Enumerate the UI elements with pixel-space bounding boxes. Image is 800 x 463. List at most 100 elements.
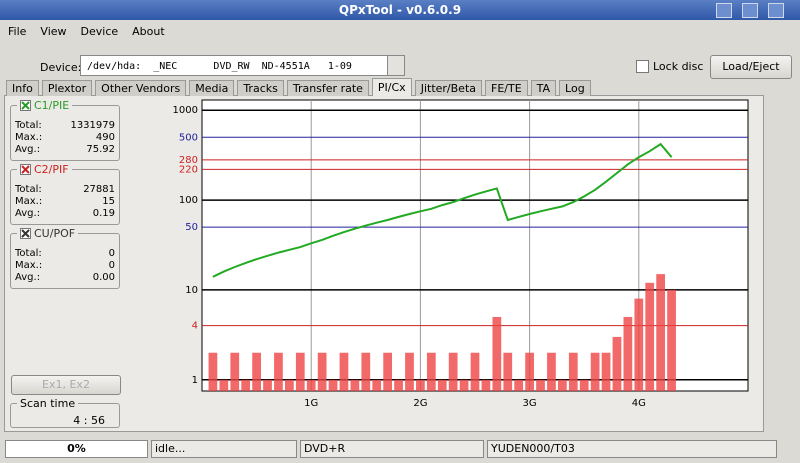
pif-bar: [263, 379, 272, 391]
pif-bar: [492, 316, 502, 391]
pif-bar: [601, 352, 611, 391]
pif-bar: [623, 316, 633, 391]
lock-checkbox[interactable]: [636, 60, 649, 73]
stat-row: Max.: 490: [15, 132, 115, 144]
stat-group: C2/PIF Total: 27881 Max.: 15 Avg.: 0.19: [10, 163, 120, 225]
stat-label: Max.:: [15, 260, 43, 271]
scan-time-value: 4 : 56: [73, 414, 105, 427]
menu-item[interactable]: File: [8, 25, 27, 38]
pif-bar: [547, 352, 556, 391]
pif-bar: [328, 379, 338, 391]
pif-bar: [525, 352, 534, 391]
maximize-button[interactable]: [742, 3, 758, 18]
menu-item[interactable]: View: [40, 25, 67, 38]
pif-bar: [448, 352, 458, 391]
pif-bar: [317, 352, 327, 391]
device-combo[interactable]: /dev/hda: _NEC DVD_RW ND-4551A 1-09: [80, 55, 405, 76]
tab[interactable]: Jitter/Beta: [414, 80, 482, 96]
pif-bar: [557, 379, 567, 391]
pif-bar: [361, 352, 371, 391]
y-tick-label: 10: [185, 285, 198, 296]
stat-label: Avg.:: [15, 272, 41, 283]
group-title: C2/PIF: [17, 163, 72, 176]
pif-bar: [339, 352, 349, 391]
title-bar: QPxTool - v0.6.0.9: [0, 0, 800, 20]
combo-arrow[interactable]: [387, 56, 404, 75]
pif-bar: [634, 298, 644, 391]
stat-group: C1/PIE Total: 1331979 Max.: 490 Avg.: 75.92: [10, 99, 120, 161]
minimize-button[interactable]: [716, 3, 732, 18]
tab[interactable]: Plextor: [41, 80, 93, 96]
menu-item[interactable]: About: [132, 25, 165, 38]
device-value: /dev/hda: _NEC DVD_RW ND-4551A 1-09: [87, 61, 352, 72]
x-tick-label: 2G: [413, 398, 427, 409]
group-icon: [20, 100, 31, 111]
pif-bar: [295, 352, 305, 391]
pif-bar: [437, 379, 447, 391]
y-tick-label: 220: [179, 164, 198, 175]
pif-bar: [481, 379, 491, 391]
stat-label: Total:: [15, 120, 42, 131]
group-icon: [20, 228, 31, 239]
stat-row: Total: 27881: [15, 184, 115, 196]
y-tick-label: 500: [179, 132, 198, 143]
scan-time-group: Scan time 4 : 56: [10, 397, 120, 428]
stat-value: 1331979: [70, 120, 115, 131]
stat-row: Avg.: 0.19: [15, 208, 115, 220]
pif-bar: [645, 282, 655, 391]
menu-item[interactable]: Device: [80, 25, 119, 38]
stat-value: 0.19: [92, 208, 115, 219]
pif-bar: [459, 379, 469, 391]
tab[interactable]: Other Vendors: [95, 80, 187, 96]
stat-value: 0.00: [92, 272, 115, 283]
pif-bar: [416, 379, 425, 391]
status-state: idle...: [151, 440, 297, 458]
y-tick-label: 4: [192, 321, 198, 332]
pif-bar: [284, 379, 294, 391]
stat-row: Total: 0: [15, 248, 115, 260]
stat-row: Avg.: 0.00: [15, 272, 115, 284]
group-icon: [20, 164, 31, 175]
pif-bar: [656, 274, 666, 391]
stat-value: 0: [108, 248, 115, 259]
tab[interactable]: PI/Cx: [371, 78, 412, 96]
tab[interactable]: Tracks: [237, 80, 284, 96]
tab[interactable]: FE/TE: [485, 80, 528, 96]
group-title: CU/POF: [17, 227, 79, 240]
pif-bar: [252, 352, 261, 391]
stat-label: Max.:: [15, 196, 43, 207]
pif-bar: [405, 352, 414, 391]
pif-bar: [590, 352, 600, 391]
pif-bar: [372, 379, 382, 391]
pif-bar: [667, 289, 676, 391]
pif-bar: [306, 379, 316, 391]
stat-row: Max.: 15: [15, 196, 115, 208]
pif-bar: [383, 352, 393, 391]
pif-bar: [470, 352, 480, 391]
x-tick-label: 4G: [632, 398, 646, 409]
stat-value: 490: [95, 132, 115, 143]
stat-row: Max.: 0: [15, 260, 115, 272]
pif-bar: [568, 352, 578, 391]
pif-bar: [241, 379, 251, 391]
group-name: CU/POF: [34, 227, 76, 240]
tab[interactable]: TA: [530, 80, 557, 96]
stat-label: Total:: [15, 184, 42, 195]
pif-bar: [274, 352, 283, 391]
stat-value: 15: [102, 196, 115, 207]
progress-bar: 0%: [5, 440, 148, 458]
close-button[interactable]: [768, 3, 784, 18]
tab[interactable]: Log: [559, 80, 591, 96]
pif-bar: [503, 352, 513, 391]
load-eject-button[interactable]: Load/Eject: [710, 55, 792, 79]
y-tick-label: 1000: [173, 105, 198, 116]
tab[interactable]: Transfer rate: [286, 80, 369, 96]
tab[interactable]: Info: [6, 80, 39, 96]
pif-bar: [350, 379, 360, 391]
window-title: QPxTool - v0.6.0.9: [338, 3, 462, 17]
pif-bar: [219, 379, 229, 391]
tab[interactable]: Media: [189, 80, 235, 96]
ex-button[interactable]: Ex1, Ex2: [11, 375, 121, 395]
